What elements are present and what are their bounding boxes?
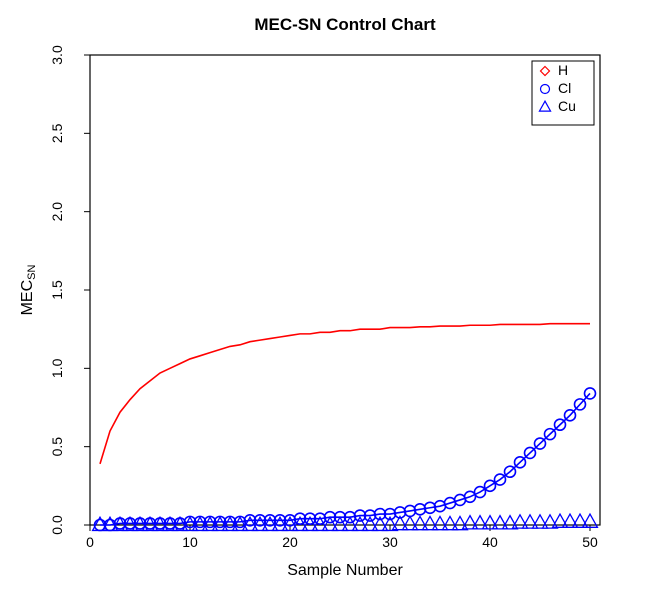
- chart-title: MEC-SN Control Chart: [254, 15, 436, 34]
- x-tick-label: 10: [182, 534, 198, 550]
- chart-svg: MEC-SN Control Chart 0 10 20 30 40 50 0.0 0.5 1.0…: [0, 0, 645, 606]
- legend-label: Cu: [558, 98, 576, 114]
- y-tick-label: 1.0: [49, 358, 65, 378]
- x-tick-label: 20: [282, 534, 298, 550]
- y-tick-label: 0.0: [49, 515, 65, 535]
- legend-label: Cl: [558, 80, 571, 96]
- x-tick-label: 50: [582, 534, 598, 550]
- x-tick-label: 30: [382, 534, 398, 550]
- y-tick-label: 2.5: [49, 123, 65, 143]
- y-tick-label: 3.0: [49, 45, 65, 65]
- x-tick-label: 0: [86, 534, 94, 550]
- y-tick-label: 2.0: [49, 202, 65, 222]
- legend-label: H: [558, 62, 568, 78]
- chart-container: MEC-SN Control Chart 0 10 20 30 40 50 0.0 0.5 1.0…: [0, 0, 645, 606]
- y-tick-label: 0.5: [49, 437, 65, 457]
- y-tick-label: 1.5: [49, 280, 65, 300]
- x-tick-label: 40: [482, 534, 498, 550]
- x-axis-label: Sample Number: [287, 562, 403, 579]
